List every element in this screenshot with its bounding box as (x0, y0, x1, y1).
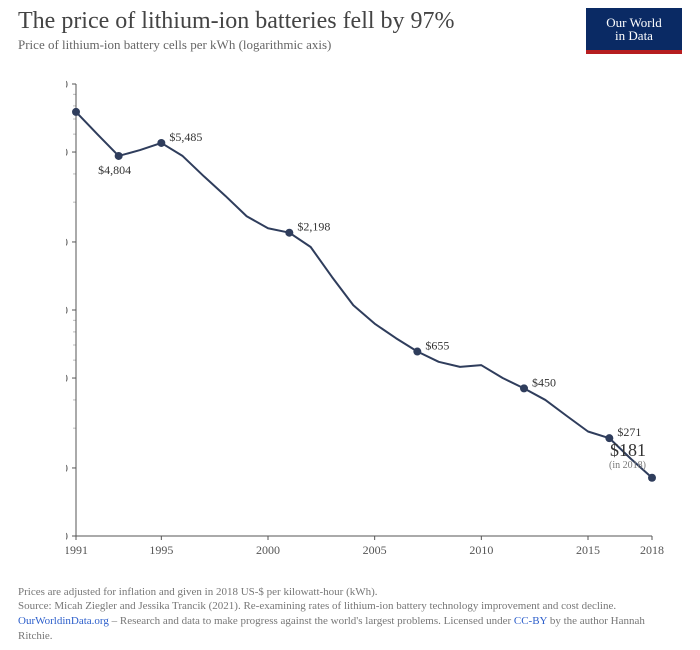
owid-link[interactable]: OurWorldinData.org (18, 615, 109, 627)
chart-footer: Prices are adjusted for inflation and gi… (18, 585, 682, 644)
svg-text:$655: $655 (425, 339, 449, 353)
svg-text:$1,000: $1,000 (66, 303, 68, 317)
chart-subtitle: Price of lithium-ion battery cells per k… (18, 37, 682, 53)
svg-text:$450: $450 (532, 375, 556, 389)
svg-text:2015: 2015 (576, 543, 600, 557)
svg-text:$100: $100 (66, 529, 68, 543)
svg-text:$2,198: $2,198 (297, 220, 330, 234)
svg-text:$10,000: $10,000 (66, 77, 68, 91)
svg-text:$181: $181 (610, 440, 646, 460)
svg-text:$271: $271 (617, 425, 641, 439)
svg-text:$500: $500 (66, 371, 68, 385)
svg-text:1991: 1991 (66, 543, 88, 557)
svg-text:$5,485: $5,485 (169, 130, 202, 144)
svg-text:2018: 2018 (640, 543, 664, 557)
chart-plot: $100 $200 $500 $1,000 $2,000 $5,000 $10,000 199… (66, 74, 668, 564)
svg-text:2000: 2000 (256, 543, 280, 557)
svg-text:2005: 2005 (363, 543, 387, 557)
svg-text:(in 2018): (in 2018) (609, 460, 646, 471)
chart-title: The price of lithium-ion batteries fell … (18, 8, 682, 35)
svg-text:$200: $200 (66, 461, 68, 475)
owid-logo: Our World in Data (586, 8, 682, 50)
license-link[interactable]: CC-BY (514, 615, 547, 627)
svg-text:2010: 2010 (469, 543, 493, 557)
svg-text:$5,000: $5,000 (66, 145, 68, 159)
svg-text:$2,000: $2,000 (66, 235, 68, 249)
svg-text:$4,804: $4,804 (98, 163, 131, 177)
svg-text:1995: 1995 (149, 543, 173, 557)
